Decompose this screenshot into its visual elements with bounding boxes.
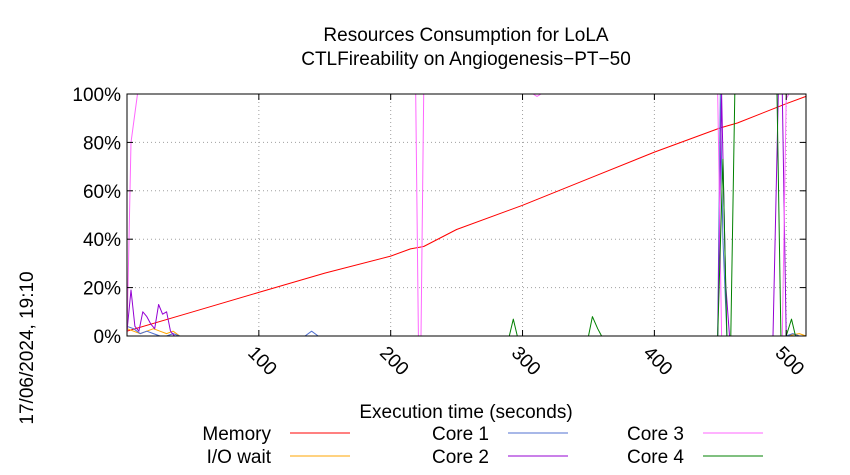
legend-label-i-o-wait: I/O wait bbox=[207, 447, 272, 468]
y-tick-label: 0% bbox=[94, 327, 122, 348]
legend-label-memory: Memory bbox=[202, 424, 271, 445]
x-tick-label: 100 bbox=[243, 343, 280, 380]
y-axis-ticks: 0% 20% 40% 60% 80% 100% bbox=[72, 85, 806, 348]
y-tick-label: 60% bbox=[83, 182, 121, 203]
x-axis-label: Execution time (seconds) bbox=[359, 402, 572, 423]
series-lines bbox=[126, 93, 807, 337]
series-line-core-3 bbox=[126, 93, 806, 337]
legend-label-core-3: Core 3 bbox=[627, 424, 684, 445]
series-line-core-2 bbox=[126, 93, 806, 337]
legend-label-core-2: Core 2 bbox=[432, 447, 489, 468]
x-tick-label: 400 bbox=[639, 343, 676, 380]
x-tick-label: 300 bbox=[507, 343, 544, 380]
legend-label-core-1: Core 1 bbox=[432, 424, 489, 445]
x-tick-label: 500 bbox=[771, 343, 808, 380]
x-tick-label: 200 bbox=[375, 343, 412, 380]
series-line-core-1 bbox=[126, 93, 806, 337]
y-tick-label: 20% bbox=[83, 279, 121, 300]
chart-title: Resources Consumption for LoLA bbox=[323, 25, 608, 46]
series-line-core-4 bbox=[127, 93, 806, 337]
timestamp-label: 17/06/2024, 19:10 bbox=[17, 271, 38, 424]
chart-subtitle: CTLFireability on Angiogenesis−PT−50 bbox=[301, 49, 631, 70]
y-tick-label: 80% bbox=[83, 133, 121, 154]
legend-label-core-4: Core 4 bbox=[627, 447, 684, 468]
grid-lines bbox=[127, 94, 806, 336]
y-tick-label: 100% bbox=[72, 85, 121, 106]
series-line-memory bbox=[126, 95, 807, 332]
series-line-i-o-wait bbox=[126, 328, 807, 337]
plot-frame bbox=[126, 93, 807, 337]
y-tick-label: 40% bbox=[83, 230, 121, 251]
